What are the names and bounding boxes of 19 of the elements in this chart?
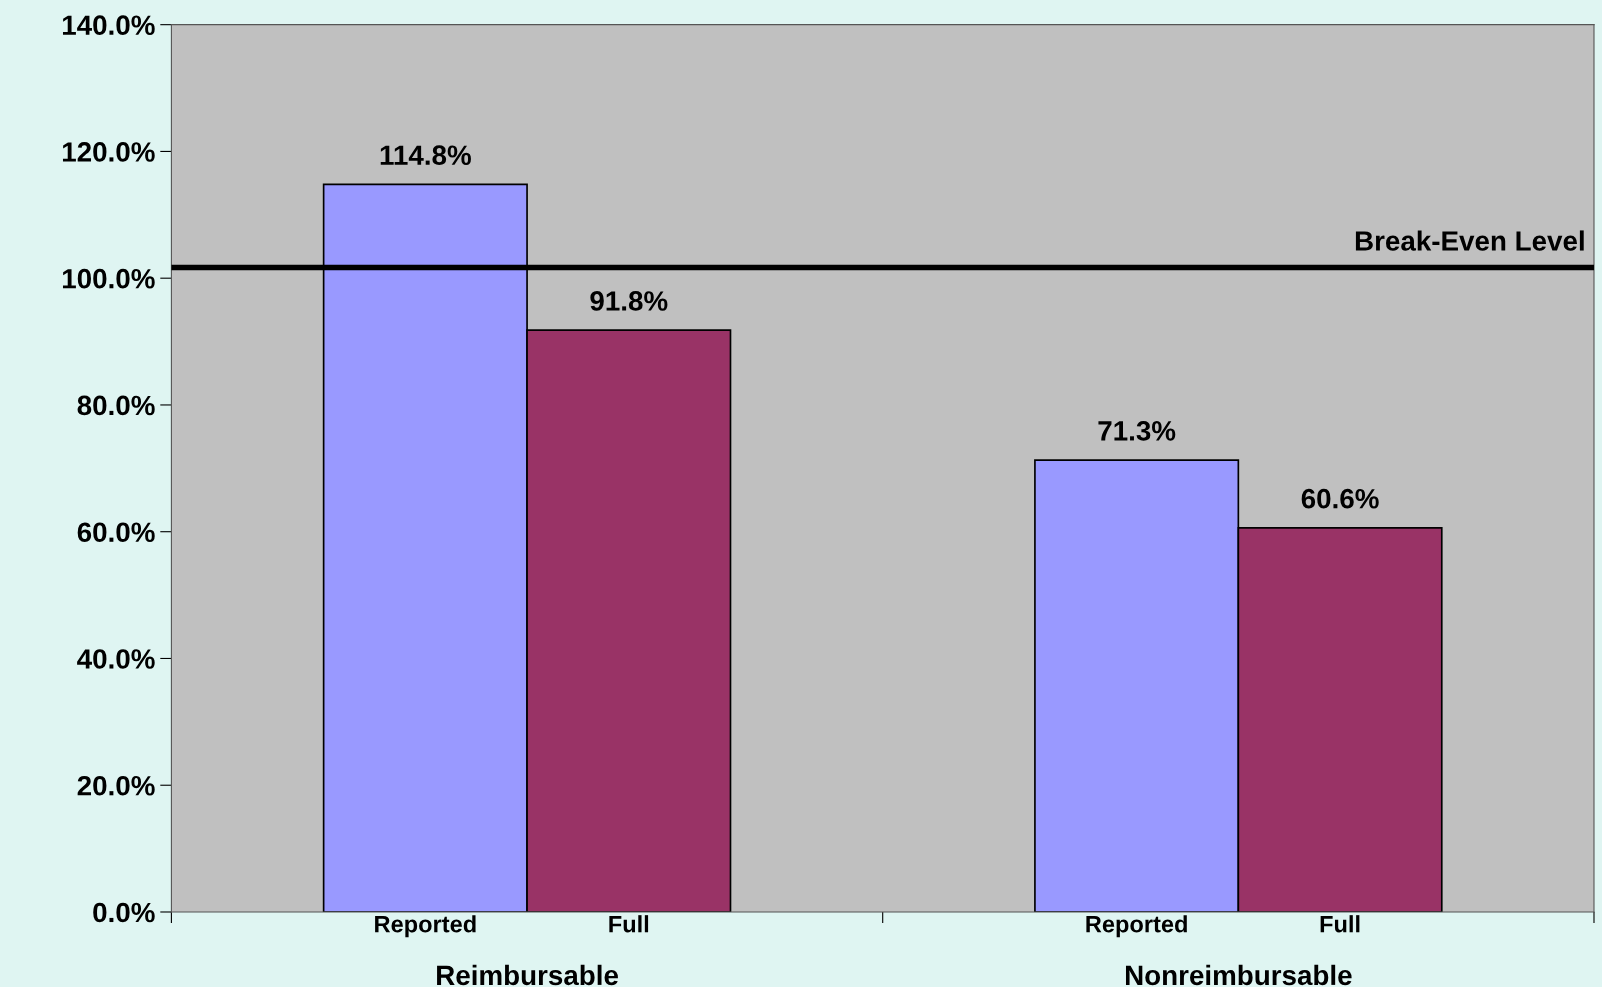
text: 60.6% [1301, 488, 1379, 509]
y-tick-label: 120.0% [62, 142, 155, 162]
text: 91.8% [590, 291, 668, 311]
text: 114.8% [380, 145, 471, 166]
y-tick-label: 0.0% [93, 902, 155, 923]
series-label: Reported [375, 915, 476, 938]
ref-line-label: Break-Even Level [1355, 230, 1584, 251]
text: Reported [1086, 915, 1187, 938]
y-tick-label: 100.0% [62, 268, 155, 289]
y-tick-label: 20.0% [77, 775, 155, 796]
y-tick-label: 140.0% [62, 15, 155, 36]
x-tick-label: Nonreimbursable [1125, 964, 1352, 986]
y-tick-label: 40.0% [77, 649, 155, 669]
series-label: Full [609, 915, 649, 933]
text: 71.3% [1098, 421, 1176, 441]
y-tick-label: 80.0% [77, 395, 155, 416]
y-tick-label: 60.0% [77, 522, 155, 543]
x-tick-label: Reimbursable [437, 964, 618, 986]
text: Full [1320, 915, 1360, 933]
